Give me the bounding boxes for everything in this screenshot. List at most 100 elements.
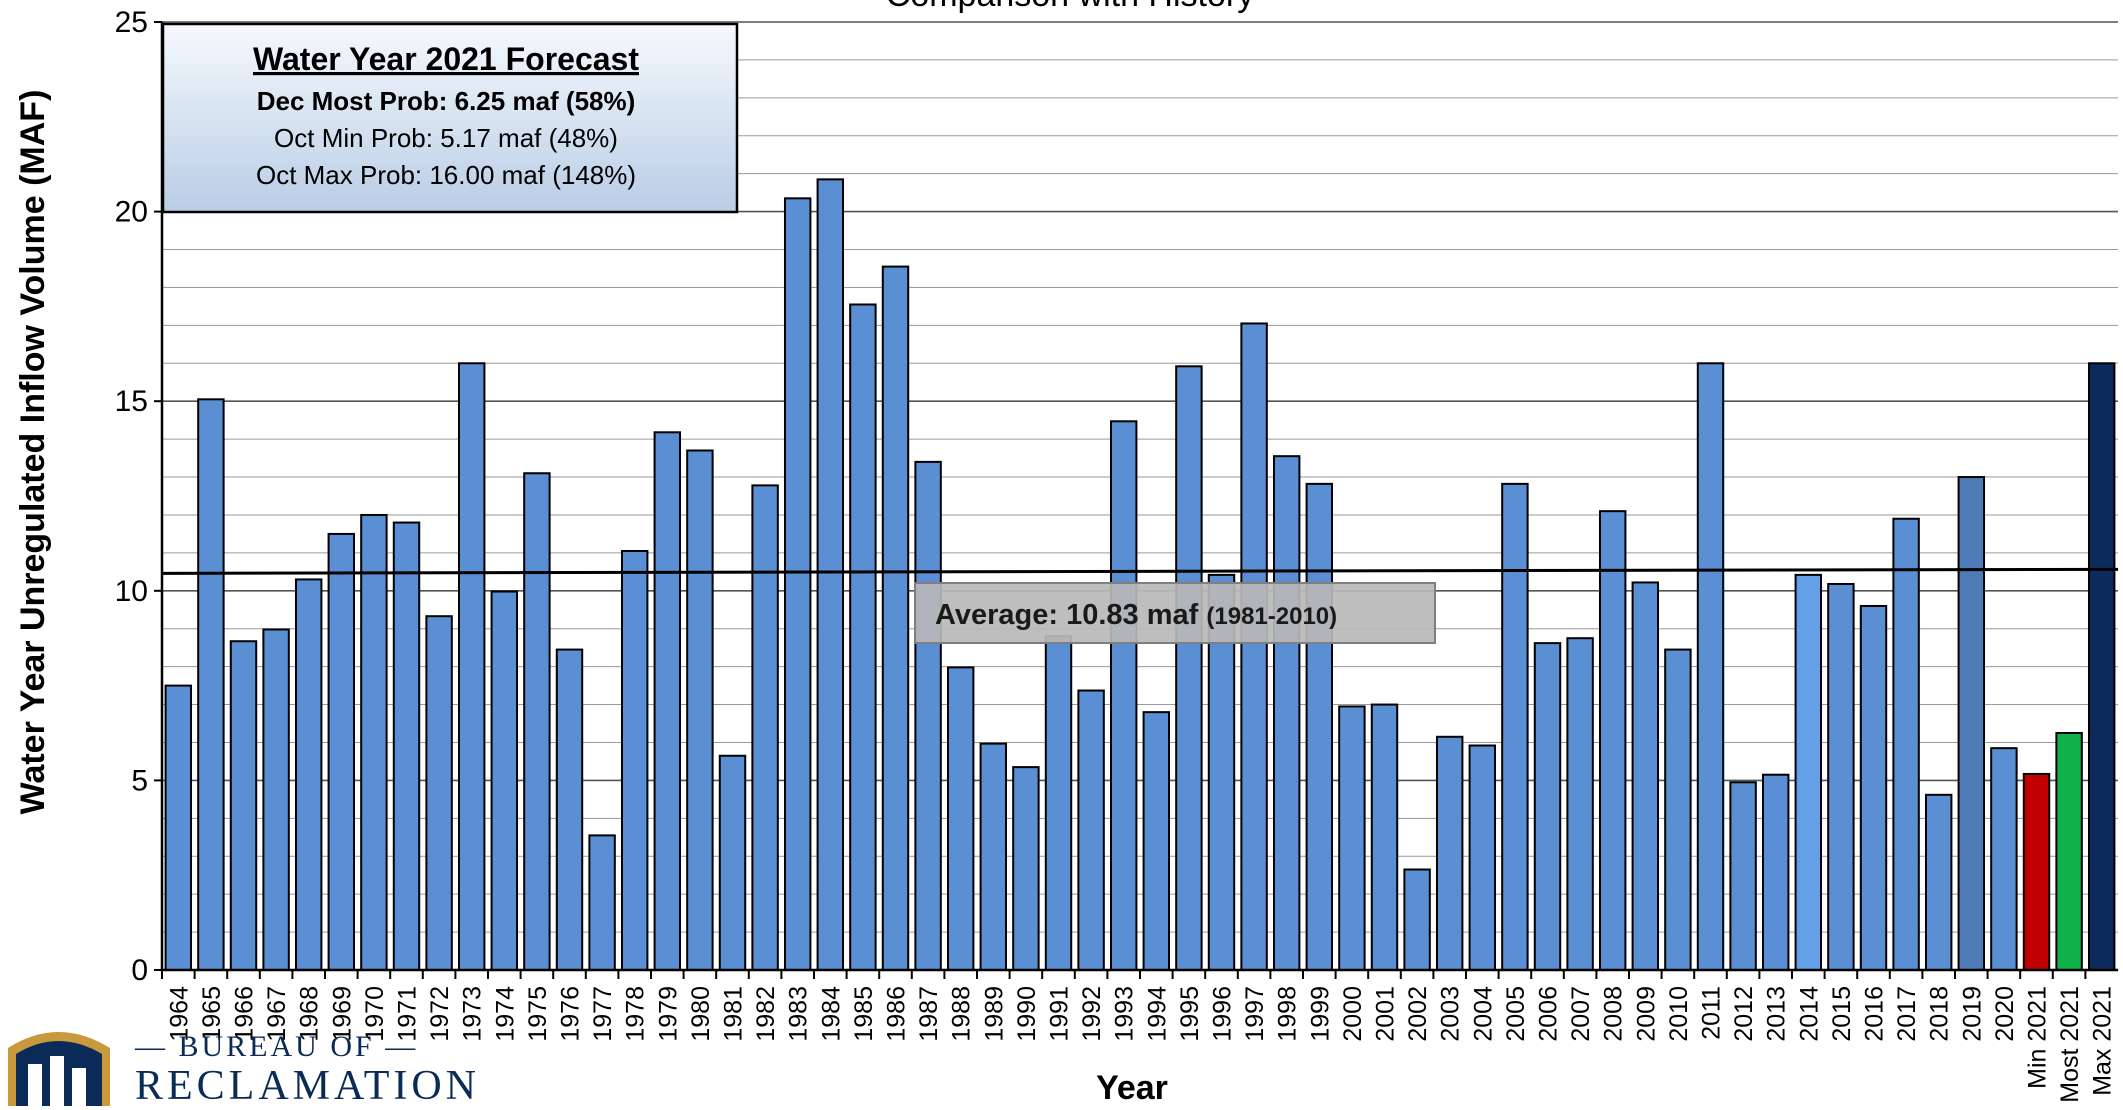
bar [2055,732,2083,971]
bar [360,513,388,972]
x-tick-label: 1965 [198,986,226,1042]
x-tick-label: 1986 [883,986,911,1042]
x-tick-label: 2000 [1339,986,1367,1042]
bar [1240,322,1268,971]
x-axis-label: Year [1096,1069,1168,1106]
x-tick-label: 2016 [1861,986,1889,1042]
forecast-line: Oct Max Prob: 16.00 maf (148%) [256,160,636,190]
x-tick-label: 1968 [296,986,324,1042]
x-tick-label: 2020 [1991,986,2019,1042]
bar [262,628,290,971]
bar [816,178,845,972]
bar [718,754,747,972]
bar [1924,793,1953,971]
bar [1533,642,1562,971]
average-label-box [914,582,1436,644]
bar [1435,735,1464,971]
bar [1044,635,1073,972]
x-tick-label: 1967 [263,986,291,1042]
x-tick-label: 1988 [948,986,976,1042]
x-tick-label: 1981 [720,986,748,1042]
bar [1468,744,1497,972]
x-tick-label: 1985 [850,986,878,1042]
bar [229,640,258,971]
forecast-line: Dec Most Prob: 6.25 maf (58%) [257,86,636,116]
average-line [161,567,2119,575]
reclamation-logo-icon [8,1032,110,1106]
reclamation-logo-text: — BUREAU OF — RECLAMATION [135,1030,480,1110]
x-tick-label: 2003 [1437,986,1465,1042]
bar [1859,604,1888,972]
x-tick-label: 2014 [1795,986,1823,1042]
x-tick-label: 2019 [1958,986,1986,1042]
bar [849,303,877,971]
bar [1729,781,1757,972]
x-tick-label: 1973 [459,986,487,1042]
x-tick-label: 2011 [1698,986,1726,1040]
bar [1631,581,1660,971]
x-tick-label: 1998 [1274,986,1302,1042]
forecast-line: Oct Min Prob: 5.17 maf (48%) [274,123,618,153]
average-line-group: Average: 10.83 maf (1981-2010) [161,567,2119,644]
bar [1566,637,1594,971]
bar [1175,365,1203,971]
x-tick-label: 2018 [1926,986,1954,1042]
x-tick-label: 1996 [1209,986,1237,1042]
x-tick-label: 2013 [1763,986,1791,1042]
x-tick-label: 1990 [1013,986,1041,1042]
x-tick-label: 2007 [1567,986,1595,1042]
bar [1892,517,1920,971]
bars [164,178,2116,972]
y-tick-label: 0 [131,954,148,987]
x-tick-label: Min 2021 [2024,986,2052,1089]
bar [555,648,584,971]
bar [1272,455,1301,971]
x-tick-label: 1966 [231,986,259,1042]
bar [1501,482,1529,971]
x-tick-label: 1997 [1241,986,1269,1042]
gridlines [162,21,2118,971]
bar [327,532,356,971]
y-tick-label: 20 [115,196,148,229]
x-tick-label: 1969 [328,986,356,1042]
x-tick-label: 1984 [817,986,845,1042]
bar [1794,573,1823,971]
x-tick-label: 1976 [557,986,585,1042]
bar [523,472,551,971]
bar [946,666,975,971]
x-tick-label: 1983 [785,986,813,1042]
x-tick-label: 1982 [752,986,780,1042]
x-tick-label: Most 2021 [2056,986,2084,1103]
bar [1696,362,1725,971]
y-axis-label: Water Year Unregulated Inflow Volume (MA… [14,90,52,815]
x-tick-label: 1980 [687,986,715,1042]
bar [425,615,453,972]
bar [783,197,812,971]
bar [1664,648,1692,971]
x-tick-label: 1999 [1306,986,1334,1042]
bar [197,398,225,971]
bar [1142,711,1171,971]
x-tick-label: 2001 [1372,986,1400,1042]
x-tick-label: 2010 [1665,986,1693,1042]
bar [1957,476,1986,971]
x-tick-label: 1994 [1143,986,1171,1042]
x-tick-label: 2008 [1600,986,1628,1042]
y-tick-label: 5 [131,764,148,797]
bar [2022,772,2051,972]
x-tick-label: 1972 [426,986,454,1042]
x-tick-label: 2006 [1535,986,1563,1042]
forecast-title: Water Year 2021 Forecast [253,41,639,77]
bar [1305,482,1334,971]
x-tick-label: 2005 [1502,986,1530,1042]
x-tick-label: 1964 [165,986,193,1042]
bar [1109,420,1138,971]
bar [914,460,942,971]
y-tick-label: 15 [115,385,148,418]
bar [1370,703,1399,971]
bar [1403,868,1431,972]
bar [490,590,519,971]
x-tick-label: 1971 [394,986,422,1042]
